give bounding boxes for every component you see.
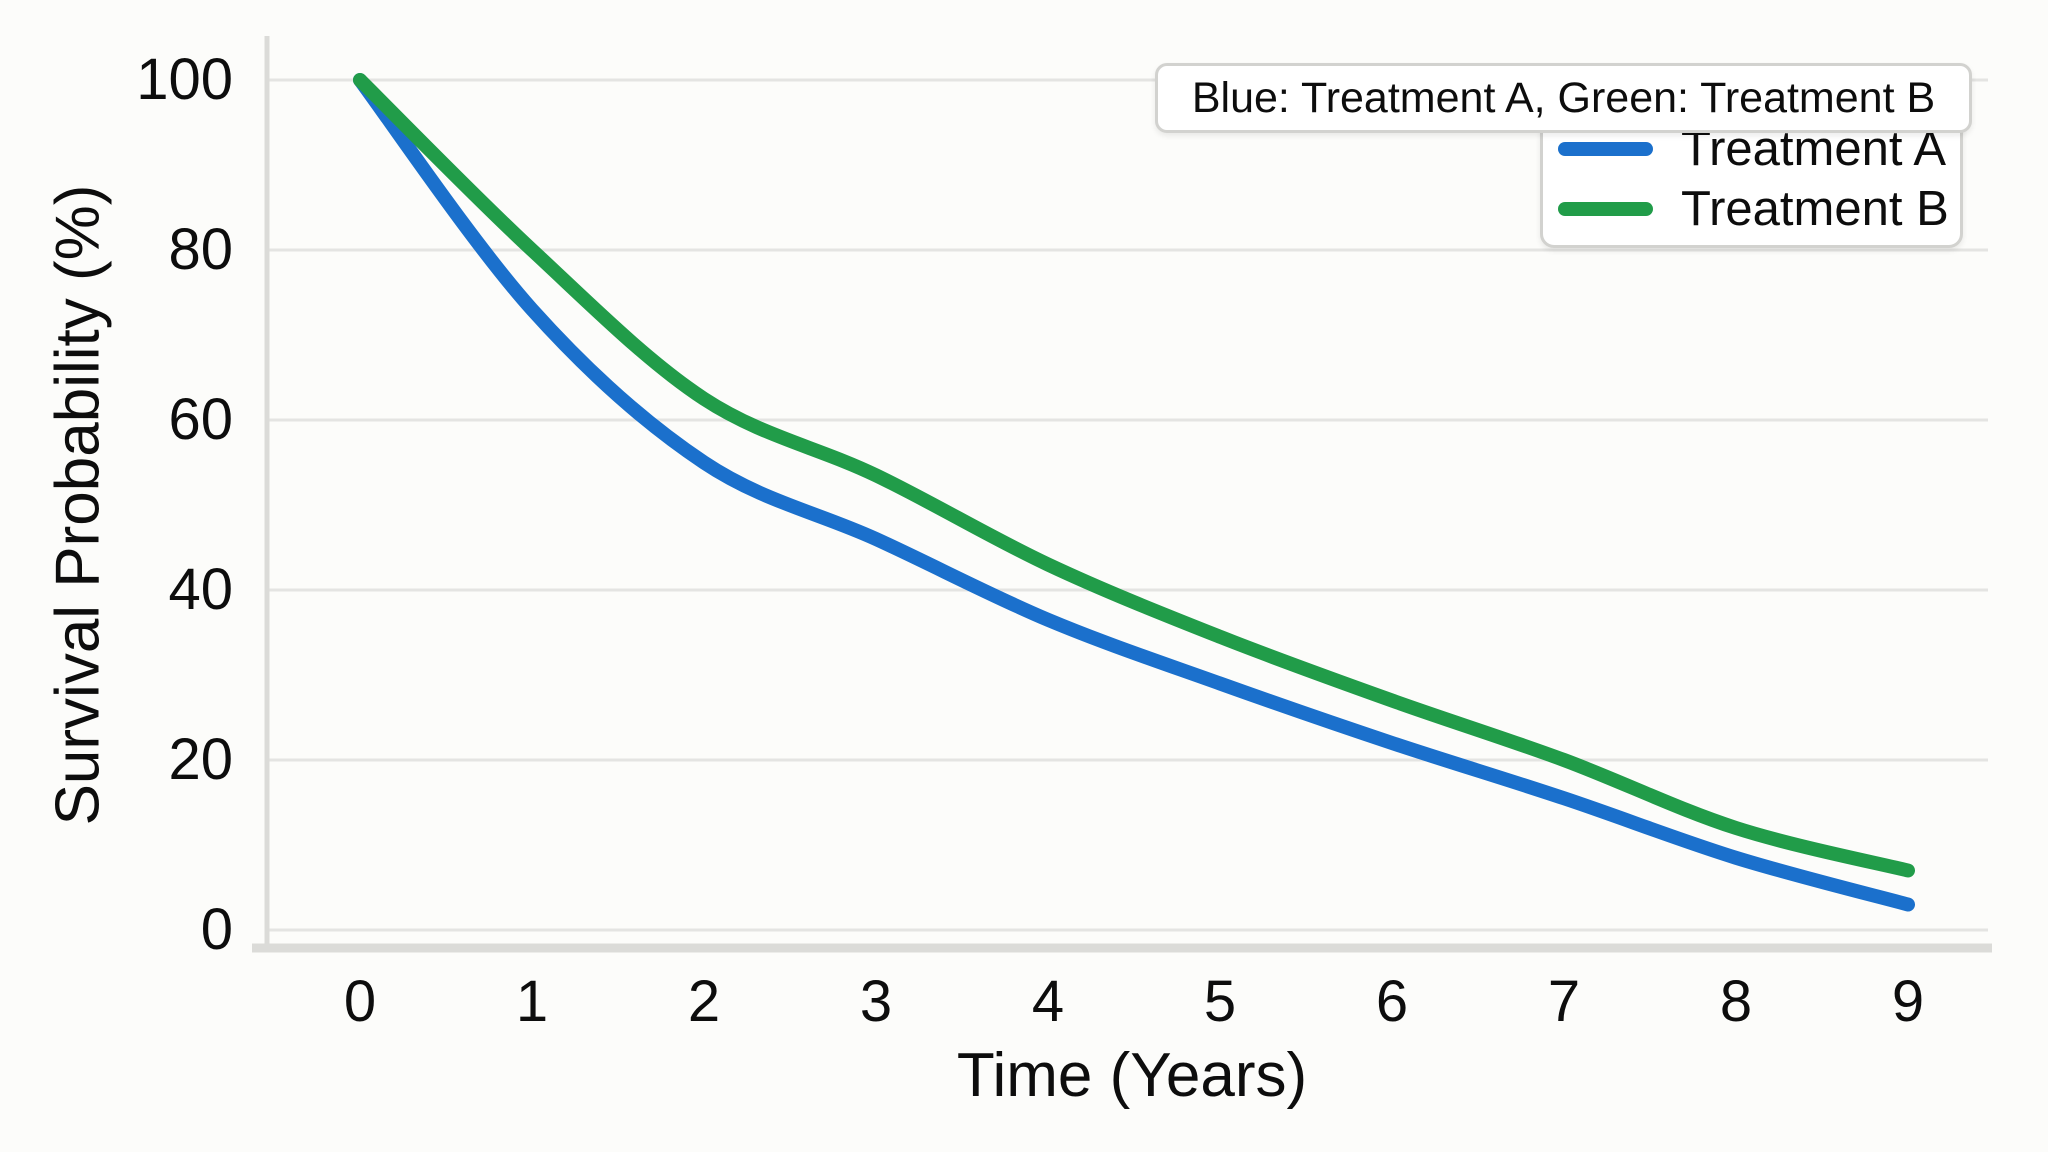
treatment-a-swatch — [1558, 142, 1653, 156]
x-tick-label-8: 8 — [1719, 969, 1753, 1034]
treatment-b-swatch — [1558, 202, 1653, 216]
y-tick-label-20: 20 — [168, 727, 233, 792]
y-tick-label-100: 100 — [136, 47, 233, 112]
y-tick-label-0: 0 — [200, 897, 233, 962]
x-tick-label-5: 5 — [1203, 969, 1237, 1034]
x-tick-label-2: 2 — [687, 969, 721, 1034]
x-tick-label-7: 7 — [1547, 969, 1581, 1034]
y-tick-label-40: 40 — [168, 557, 233, 622]
x-axis-title: Time (Years) — [956, 1041, 1308, 1110]
series-line-treatment-a — [353, 73, 1915, 912]
x-tick-label-6: 6 — [1375, 969, 1409, 1034]
y-tick-label-80: 80 — [168, 217, 233, 282]
x-tick-label-4: 4 — [1031, 969, 1065, 1034]
legend-label-treatment-b: Treatment B — [1681, 182, 1949, 236]
x-tick-label-3: 3 — [859, 969, 893, 1034]
y-tick-label-60: 60 — [168, 387, 233, 452]
x-tick-label-1: 1 — [515, 969, 549, 1034]
x-tick-label-0: 0 — [343, 969, 377, 1034]
legend-title: Blue: Treatment A, Green: Treatment B — [1155, 63, 1972, 133]
series-line-treatment-b — [353, 73, 1915, 878]
legend-row-treatment-b: Treatment B — [1543, 179, 1960, 239]
x-tick-label-9: 9 — [1891, 969, 1925, 1034]
